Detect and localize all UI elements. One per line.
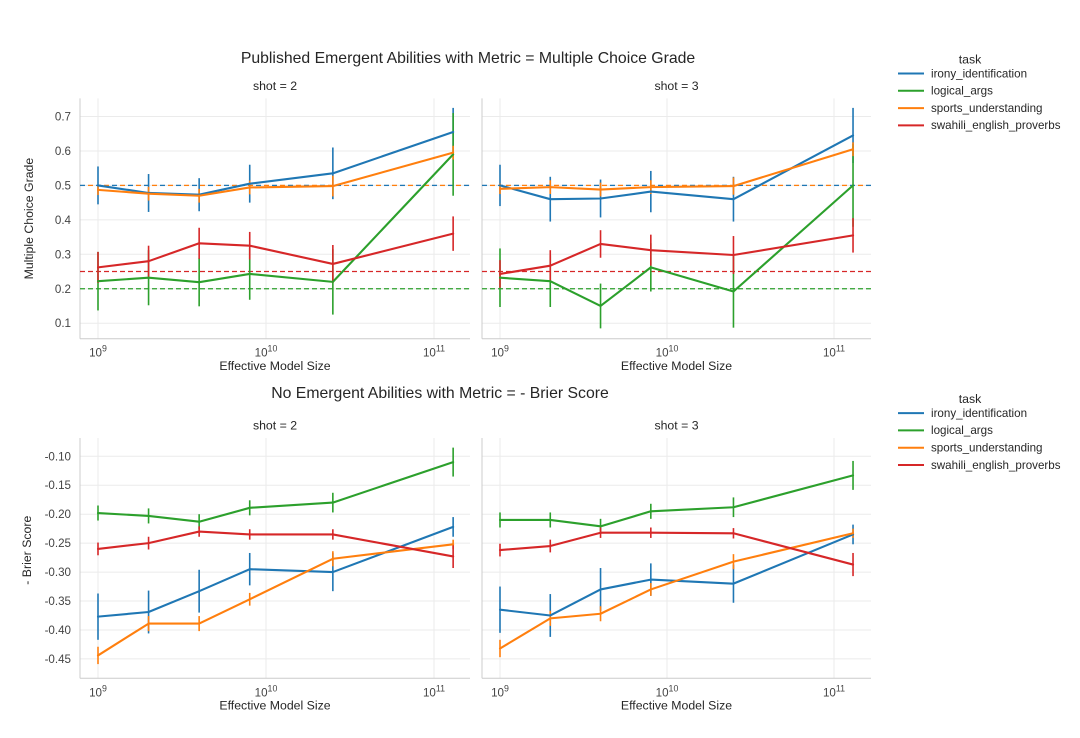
svg-text:irony_identification: irony_identification [931,407,1027,420]
svg-text:0.7: 0.7 [55,111,71,124]
svg-text:logical_args: logical_args [931,85,993,98]
svg-text:-0.20: -0.20 [45,508,71,521]
svg-text:Effective Model Size: Effective Model Size [219,699,330,713]
svg-text:shot = 2: shot = 2 [253,419,297,433]
svg-text:0.6: 0.6 [55,145,71,158]
svg-text:0.1: 0.1 [55,317,71,330]
svg-text:Effective Model Size: Effective Model Size [621,699,732,713]
svg-text:- Brier Score: - Brier Score [20,516,34,585]
svg-text:shot = 3: shot = 3 [654,79,698,93]
svg-text:swahili_english_proverbs: swahili_english_proverbs [931,459,1061,472]
svg-text:Effective Model Size: Effective Model Size [219,359,330,373]
svg-text:swahili_english_proverbs: swahili_english_proverbs [931,119,1061,132]
svg-text:irony_identification: irony_identification [931,67,1027,80]
svg-text:task: task [959,392,982,406]
svg-text:-0.45: -0.45 [45,653,71,666]
svg-text:Effective Model Size: Effective Model Size [621,359,732,373]
svg-text:sports_understanding: sports_understanding [931,102,1043,115]
svg-text:task: task [959,52,982,66]
svg-text:Multiple Choice Grade: Multiple Choice Grade [22,158,36,280]
svg-text:Published Emergent Abilities w: Published Emergent Abilities with Metric… [241,50,696,67]
svg-text:-0.15: -0.15 [45,479,71,492]
svg-text:-0.35: -0.35 [45,595,71,608]
svg-text:sports_understanding: sports_understanding [931,442,1043,455]
svg-text:-0.10: -0.10 [45,450,71,463]
svg-text:-0.40: -0.40 [45,624,71,637]
svg-text:0.5: 0.5 [55,179,71,192]
svg-text:shot = 3: shot = 3 [654,419,698,433]
svg-text:-0.30: -0.30 [45,566,71,579]
svg-text:shot = 2: shot = 2 [253,79,297,93]
svg-text:0.3: 0.3 [55,248,71,261]
svg-text:0.2: 0.2 [55,283,71,296]
svg-text:-0.25: -0.25 [45,537,71,550]
svg-text:No Emergent Abilities with Met: No Emergent Abilities with Metric = - Br… [271,385,609,402]
svg-text:0.4: 0.4 [55,214,72,227]
svg-text:logical_args: logical_args [931,424,993,437]
